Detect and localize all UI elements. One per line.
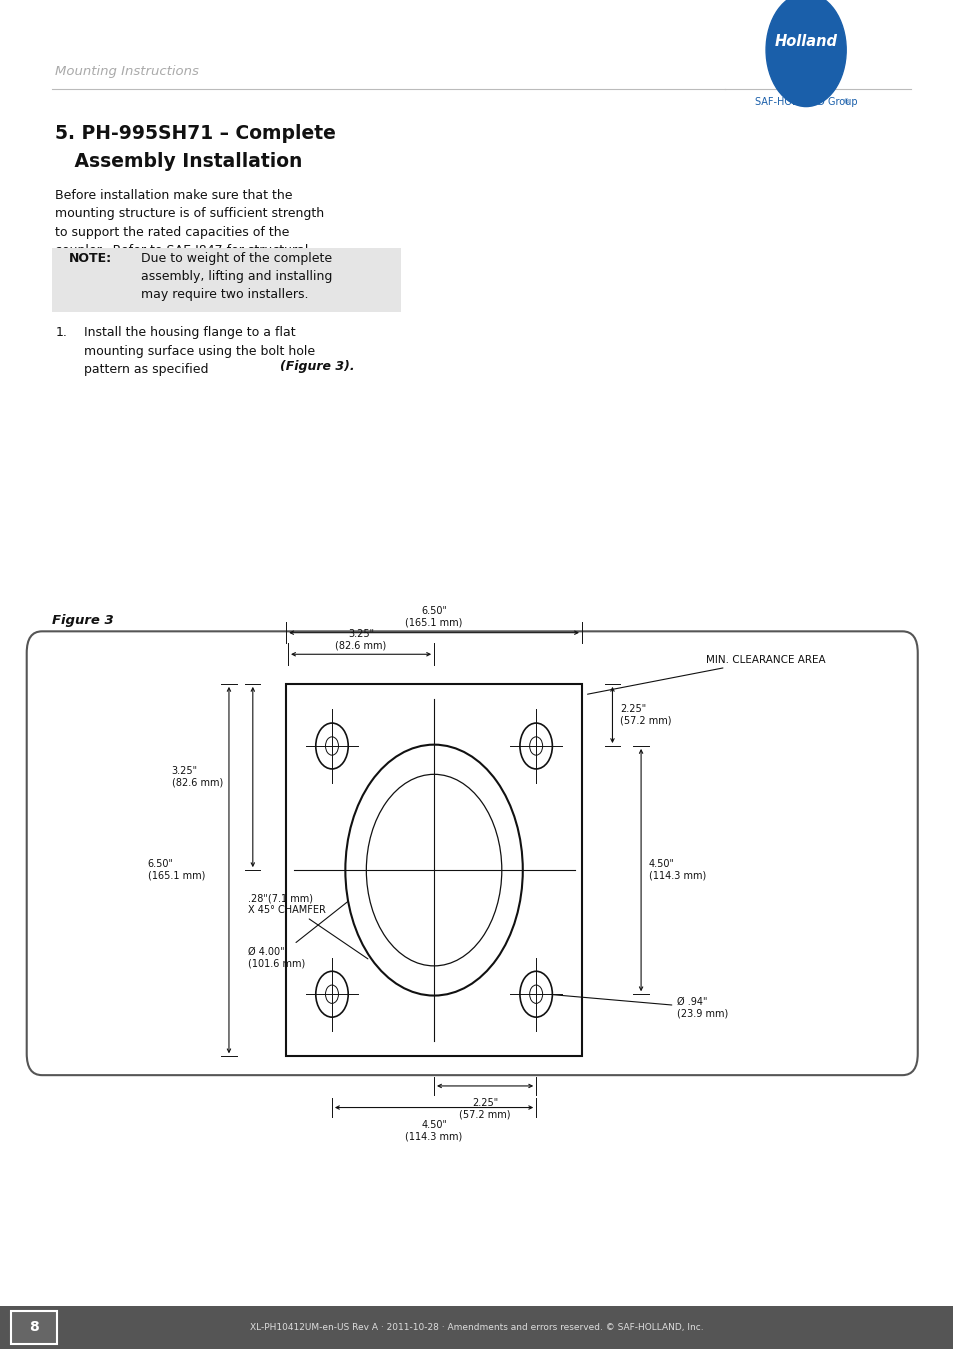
Bar bbox=[0, 1306, 953, 1349]
Text: 2.25"
(57.2 mm): 2.25" (57.2 mm) bbox=[459, 1098, 510, 1120]
Text: Mounting Instructions: Mounting Instructions bbox=[55, 65, 199, 78]
Bar bbox=[11, 1311, 57, 1344]
Circle shape bbox=[519, 723, 552, 769]
Circle shape bbox=[529, 985, 542, 1004]
Text: 5. PH-995SH71 – Complete: 5. PH-995SH71 – Complete bbox=[55, 124, 335, 143]
Text: 1.: 1. bbox=[55, 326, 67, 340]
Text: Ø 4.00"
(101.6 mm): Ø 4.00" (101.6 mm) bbox=[248, 878, 376, 969]
Text: Due to weight of the complete
assembly, lifting and installing
may require two i: Due to weight of the complete assembly, … bbox=[141, 252, 333, 301]
Text: Install the housing flange to a flat
mounting surface using the bolt hole
patter: Install the housing flange to a flat mou… bbox=[84, 326, 314, 376]
Circle shape bbox=[529, 737, 542, 755]
Circle shape bbox=[325, 737, 338, 755]
Circle shape bbox=[765, 0, 845, 107]
Circle shape bbox=[519, 971, 552, 1017]
Text: Before installation make sure that the
mounting structure is of sufficient stren: Before installation make sure that the m… bbox=[55, 189, 324, 275]
Text: ®: ® bbox=[842, 100, 849, 105]
Text: 4.50"
(114.3 mm): 4.50" (114.3 mm) bbox=[648, 859, 705, 881]
Text: (Figure 3).: (Figure 3). bbox=[279, 360, 354, 374]
Circle shape bbox=[315, 723, 348, 769]
Text: Figure 3: Figure 3 bbox=[52, 614, 114, 627]
Text: Assembly Installation: Assembly Installation bbox=[55, 152, 302, 171]
Circle shape bbox=[366, 774, 501, 966]
Text: 2.25"
(57.2 mm): 2.25" (57.2 mm) bbox=[619, 704, 671, 726]
Text: SAF-HOLLAND Group: SAF-HOLLAND Group bbox=[754, 97, 857, 107]
Bar bbox=[286, 684, 581, 1056]
Text: .28"(7.1 mm)
X 45° CHAMFER: .28"(7.1 mm) X 45° CHAMFER bbox=[248, 893, 368, 959]
Text: 3.25"
(82.6 mm): 3.25" (82.6 mm) bbox=[172, 766, 223, 788]
Text: MIN. CLEARANCE AREA: MIN. CLEARANCE AREA bbox=[587, 654, 824, 695]
Circle shape bbox=[325, 985, 338, 1004]
Text: XL-PH10412UM-en-US Rev A · 2011-10-28 · Amendments and errors reserved. © SAF-HO: XL-PH10412UM-en-US Rev A · 2011-10-28 · … bbox=[250, 1323, 703, 1331]
Circle shape bbox=[345, 745, 522, 996]
Text: 8: 8 bbox=[30, 1321, 39, 1334]
Text: 6.50"
(165.1 mm): 6.50" (165.1 mm) bbox=[148, 859, 205, 881]
Text: 3.25"
(82.6 mm): 3.25" (82.6 mm) bbox=[335, 629, 386, 650]
Text: 4.50"
(114.3 mm): 4.50" (114.3 mm) bbox=[405, 1120, 462, 1141]
Text: Holland: Holland bbox=[774, 34, 837, 50]
Text: 6.50"
(165.1 mm): 6.50" (165.1 mm) bbox=[405, 606, 462, 627]
FancyBboxPatch shape bbox=[27, 631, 917, 1075]
Bar bbox=[52, 248, 400, 312]
Circle shape bbox=[315, 971, 348, 1017]
Text: Ø .94"
(23.9 mm): Ø .94" (23.9 mm) bbox=[550, 994, 728, 1018]
Text: NOTE:: NOTE: bbox=[69, 252, 112, 266]
